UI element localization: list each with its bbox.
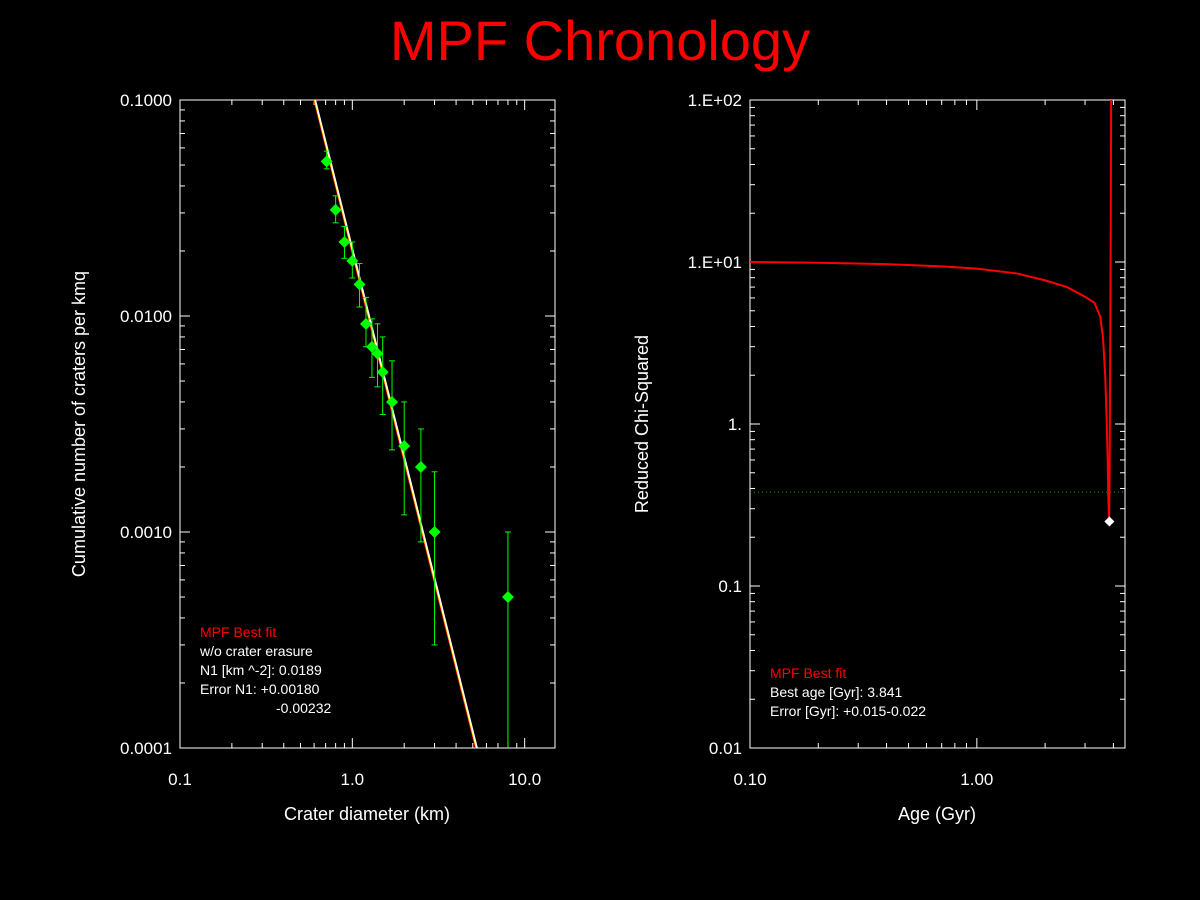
x-tick-label: 1.00	[960, 770, 993, 789]
annotation-text: N1 [km ^-2]: 0.0189	[200, 662, 322, 678]
x-tick-label: 10.0	[508, 770, 541, 789]
x-axis-title: Age (Gyr)	[898, 804, 976, 824]
best-fit-marker	[1104, 516, 1115, 527]
data-point	[346, 254, 359, 267]
y-tick-label: 1.E+02	[688, 91, 742, 110]
annotation-text: MPF Best fit	[200, 624, 276, 640]
data-point	[338, 236, 351, 249]
plot-area	[313, 100, 514, 748]
data-point	[320, 155, 333, 168]
data-point	[329, 203, 342, 216]
data-point	[365, 340, 378, 353]
annotation-text: Error N1: +0.00180	[200, 681, 320, 697]
y-tick-label: 1.	[728, 415, 742, 434]
x-tick-label: 0.10	[733, 770, 766, 789]
series-line	[750, 100, 1113, 522]
data-point	[386, 395, 399, 408]
y-axis-title: Cumulative number of craters per kmq	[69, 271, 89, 577]
fit-line	[314, 100, 478, 748]
plot-area	[750, 100, 1125, 522]
annotation-text: MPF Best fit	[770, 665, 846, 681]
plot-frame	[179, 99, 556, 749]
data-point	[371, 347, 384, 360]
plot-frame	[749, 99, 1126, 749]
data-point	[414, 460, 427, 473]
data-point	[398, 440, 411, 453]
y-tick-label: 0.1000	[120, 91, 172, 110]
data-point	[501, 591, 514, 604]
chi-squared-age-plot: 0.10 1.00 0.01 0.1 1. 1.E+01 1.E+02 Age (Gyr) Re…	[632, 91, 1126, 824]
annotation-text: w/o crater erasure	[199, 643, 313, 659]
y-tick-label: 1.E+01	[688, 253, 742, 272]
x-tick-label: 0.1	[168, 770, 192, 789]
annotation-text: Best age [Gyr]: 3.841	[770, 684, 903, 700]
data-point	[359, 317, 372, 330]
x-tick-label: 1.0	[341, 770, 365, 789]
data-point	[376, 366, 389, 379]
y-tick-label: 0.1	[718, 577, 742, 596]
annotation-text: -0.00232	[276, 700, 331, 716]
y-tick-label: 0.01	[709, 739, 742, 758]
chart-title: MPF Chronology	[389, 9, 811, 72]
x-axis-title: Crater diameter (km)	[284, 804, 450, 824]
y-tick-label: 0.0100	[120, 307, 172, 326]
data-point	[428, 526, 441, 538]
annotation-text: Error [Gyr]: +0.015-0.022	[770, 703, 926, 719]
y-tick-label: 0.0010	[120, 523, 172, 542]
y-axis-title: Reduced Chi-Squared	[632, 335, 652, 513]
y-tick-label: 0.0001	[120, 739, 172, 758]
crater-size-frequency-plot: 0.1 1.0 10.0 0.0001 0.0010 0.0100 0.1000 Crater…	[69, 91, 556, 824]
data-point	[353, 278, 366, 291]
